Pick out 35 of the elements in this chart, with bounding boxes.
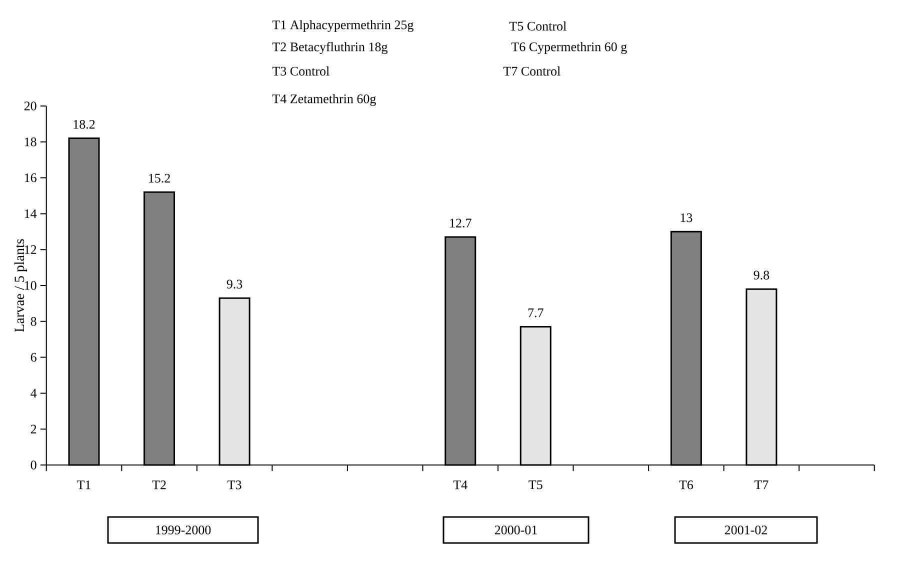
text: 2000-01 (494, 526, 537, 534)
text: T5 Control (509, 21, 566, 31)
x-tick-label: T2 (152, 480, 166, 490)
text: T6 Cypermethrin 60 g (511, 42, 627, 54)
y-tick-label: 18 (24, 138, 36, 146)
data-label: 12.7 (450, 218, 472, 228)
data-label: 7.7 (528, 308, 544, 318)
x-tick-label: T4 (453, 480, 468, 490)
data-label: 13 (680, 213, 692, 222)
x-tick-label: T6 (679, 480, 694, 490)
data-label: 15.2 (149, 174, 170, 183)
data-label: 18.2 (74, 120, 95, 129)
y-tick-label: 2 (30, 424, 36, 434)
x-tick-label: T7 (754, 480, 768, 490)
x-tick-label: T3 (228, 480, 242, 490)
x-tick-label: T1 (77, 480, 90, 490)
text: T3 Control (272, 66, 330, 76)
y-tick-label: 0 (30, 460, 36, 470)
data-label: 9.3 (226, 280, 242, 289)
x-tick-label: T5 (528, 480, 542, 490)
data-label: 9.8 (754, 270, 770, 280)
y-tick-label: 4 (30, 388, 37, 398)
text: T2 Betacyfluthrin 18g (272, 42, 388, 54)
y-tick-label: 8 (30, 317, 36, 326)
y-tick-label: 20 (24, 102, 36, 110)
y-tick-label: 10 (24, 281, 36, 290)
text: T7 Control (503, 66, 560, 76)
text: T1 Alphacypermethrin 25g (272, 20, 414, 32)
y-tick-label: 14 (24, 209, 37, 218)
text: 2001-02 (724, 526, 767, 534)
y-tick-label: 16 (24, 173, 36, 182)
text: 1999-2000 (156, 526, 211, 534)
y-tick-label: 6 (30, 352, 36, 362)
text: T4 Zetamethrin 60g (272, 94, 376, 106)
y-tick-label: 12 (24, 245, 36, 254)
